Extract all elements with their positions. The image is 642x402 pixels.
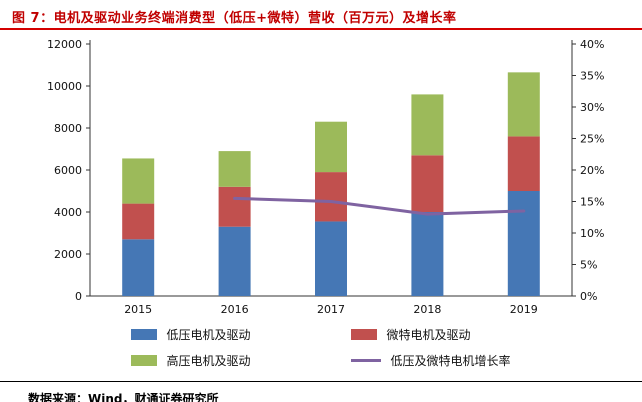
svg-text:0%: 0% bbox=[580, 290, 597, 303]
svg-text:2015: 2015 bbox=[124, 303, 152, 316]
revenue-growth-chart: 0 2000 4000 6000 8000 10000 12000 0% 5% 10% 15% 20%… bbox=[47, 38, 604, 316]
legend-color-swatch bbox=[131, 329, 158, 340]
legend-item-1: 微特电机及驱动 bbox=[351, 326, 510, 343]
figure-title: 图 7：电机及驱动业务终端消费型（低压+微特）营收（百万元）及增长率 bbox=[12, 11, 457, 26]
legend-item-0: 低压电机及驱动 bbox=[131, 326, 281, 343]
legend-label: 微特电机及驱动 bbox=[386, 328, 471, 342]
svg-text:10000: 10000 bbox=[47, 80, 82, 93]
svg-text:5%: 5% bbox=[580, 259, 597, 272]
legend-label: 高压电机及驱动 bbox=[166, 354, 251, 368]
legend-line-swatch bbox=[351, 359, 382, 362]
svg-text:8000: 8000 bbox=[54, 122, 82, 135]
svg-text:12000: 12000 bbox=[47, 38, 82, 51]
svg-text:40%: 40% bbox=[580, 38, 604, 51]
legend-item-2: 高压电机及驱动 bbox=[131, 352, 281, 369]
legend-label: 低压电机及驱动 bbox=[166, 328, 251, 342]
legend-color-swatch bbox=[351, 329, 378, 340]
svg-text:2016: 2016 bbox=[221, 303, 249, 316]
source-text: 数据来源：Wind，财通证券研究所 bbox=[28, 392, 219, 402]
svg-text:2018: 2018 bbox=[413, 303, 441, 316]
svg-text:15%: 15% bbox=[580, 196, 604, 209]
svg-text:10%: 10% bbox=[580, 227, 604, 240]
svg-text:25%: 25% bbox=[580, 133, 604, 146]
svg-text:2000: 2000 bbox=[54, 248, 82, 261]
source-footer: 数据来源：Wind，财通证券研究所 bbox=[0, 381, 642, 402]
svg-text:6000: 6000 bbox=[54, 164, 82, 177]
legend-item-3: 低压及微特电机增长率 bbox=[351, 352, 511, 369]
legend-color-swatch bbox=[131, 355, 158, 366]
svg-text:30%: 30% bbox=[580, 101, 604, 114]
svg-text:2019: 2019 bbox=[510, 303, 538, 316]
svg-text:4000: 4000 bbox=[54, 206, 82, 219]
figure-title-bar: 图 7：电机及驱动业务终端消费型（低压+微特）营收（百万元）及增长率 bbox=[0, 0, 642, 30]
legend-label: 低压及微特电机增长率 bbox=[390, 354, 511, 368]
svg-text:2017: 2017 bbox=[317, 303, 345, 316]
svg-text:20%: 20% bbox=[580, 164, 604, 177]
chart-legend: 低压电机及驱动 微特电机及驱动高压电机及驱动 低压及微特电机增长率 bbox=[0, 326, 642, 369]
svg-text:0: 0 bbox=[75, 290, 82, 303]
svg-text:35%: 35% bbox=[580, 70, 604, 83]
